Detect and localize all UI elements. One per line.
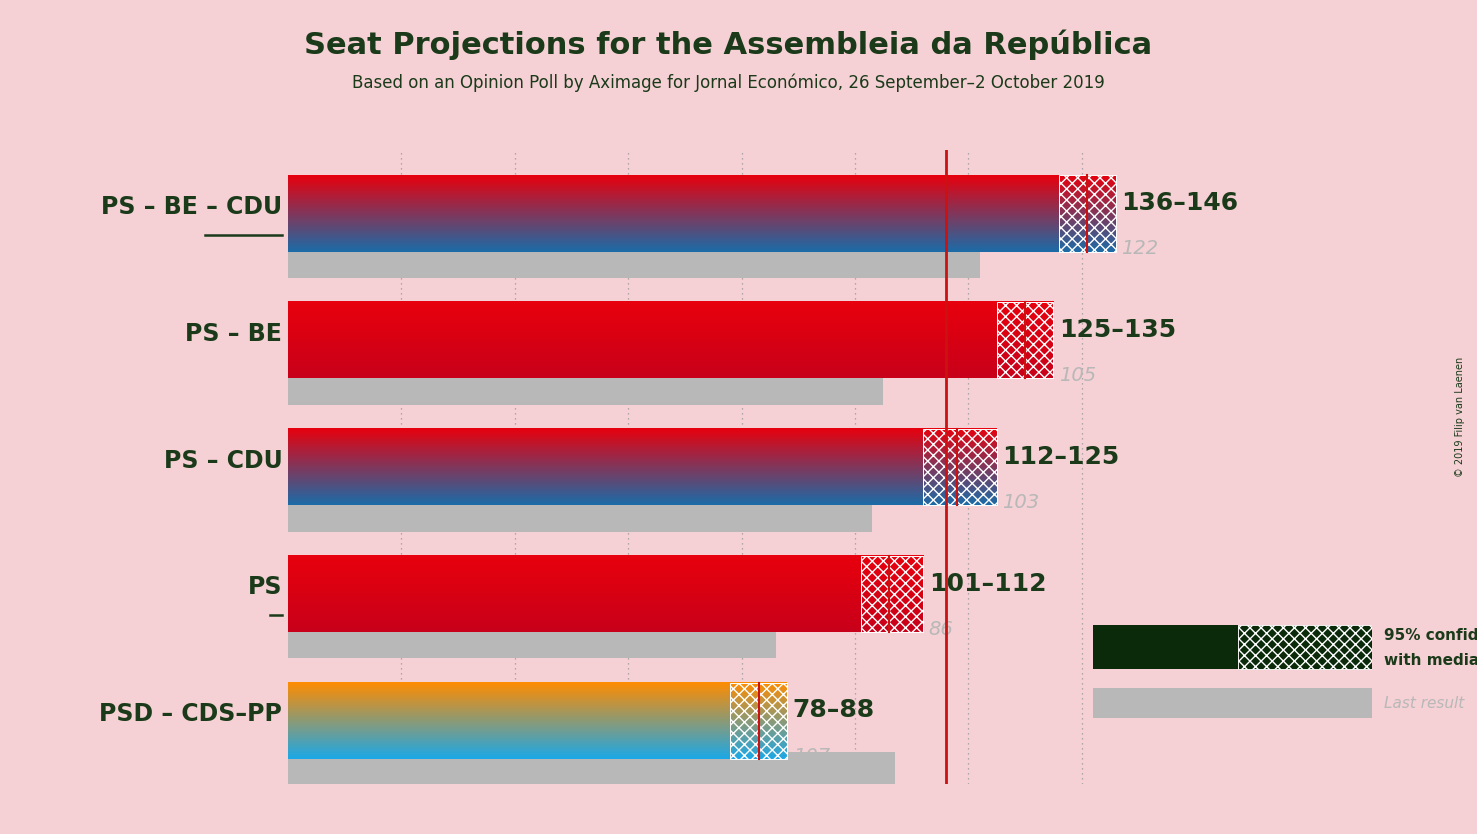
Text: Last result: Last result xyxy=(1384,696,1464,711)
Text: PS – BE: PS – BE xyxy=(186,322,282,346)
Bar xyxy=(288,499,871,532)
Bar xyxy=(861,555,923,632)
Text: © 2019 Filip van Laenen: © 2019 Filip van Laenen xyxy=(1455,357,1465,477)
Text: with median: with median xyxy=(1384,653,1477,668)
Text: 95% confidence interval: 95% confidence interval xyxy=(1384,628,1477,642)
Text: 101–112: 101–112 xyxy=(929,571,1046,595)
Text: 78–88: 78–88 xyxy=(793,698,874,722)
Text: 86: 86 xyxy=(929,620,954,639)
Bar xyxy=(1093,626,1238,669)
Bar xyxy=(1059,175,1115,252)
Text: 122: 122 xyxy=(1121,239,1158,259)
Text: 112–125: 112–125 xyxy=(1003,445,1120,469)
Bar xyxy=(288,372,883,405)
Bar xyxy=(1238,626,1372,669)
Text: PS – CDU: PS – CDU xyxy=(164,449,282,473)
Text: PS: PS xyxy=(248,575,282,600)
Bar xyxy=(997,302,1053,379)
Text: PSD – CDS–PP: PSD – CDS–PP xyxy=(99,702,282,726)
Bar xyxy=(288,626,775,659)
Text: 103: 103 xyxy=(1003,493,1040,512)
Text: Based on an Opinion Poll by Aximage for Jornal Económico, 26 September–2 October: Based on an Opinion Poll by Aximage for … xyxy=(352,73,1105,92)
Bar xyxy=(288,752,895,786)
Text: 107: 107 xyxy=(793,746,830,766)
Bar xyxy=(288,245,979,279)
Text: Seat Projections for the Assembleia da República: Seat Projections for the Assembleia da R… xyxy=(304,29,1152,60)
Text: 136–146: 136–146 xyxy=(1121,191,1239,215)
Text: 125–135: 125–135 xyxy=(1059,318,1176,342)
Text: 105: 105 xyxy=(1059,366,1096,385)
Bar xyxy=(730,682,787,759)
Text: PS – BE – CDU: PS – BE – CDU xyxy=(102,195,282,219)
Bar xyxy=(923,429,997,505)
